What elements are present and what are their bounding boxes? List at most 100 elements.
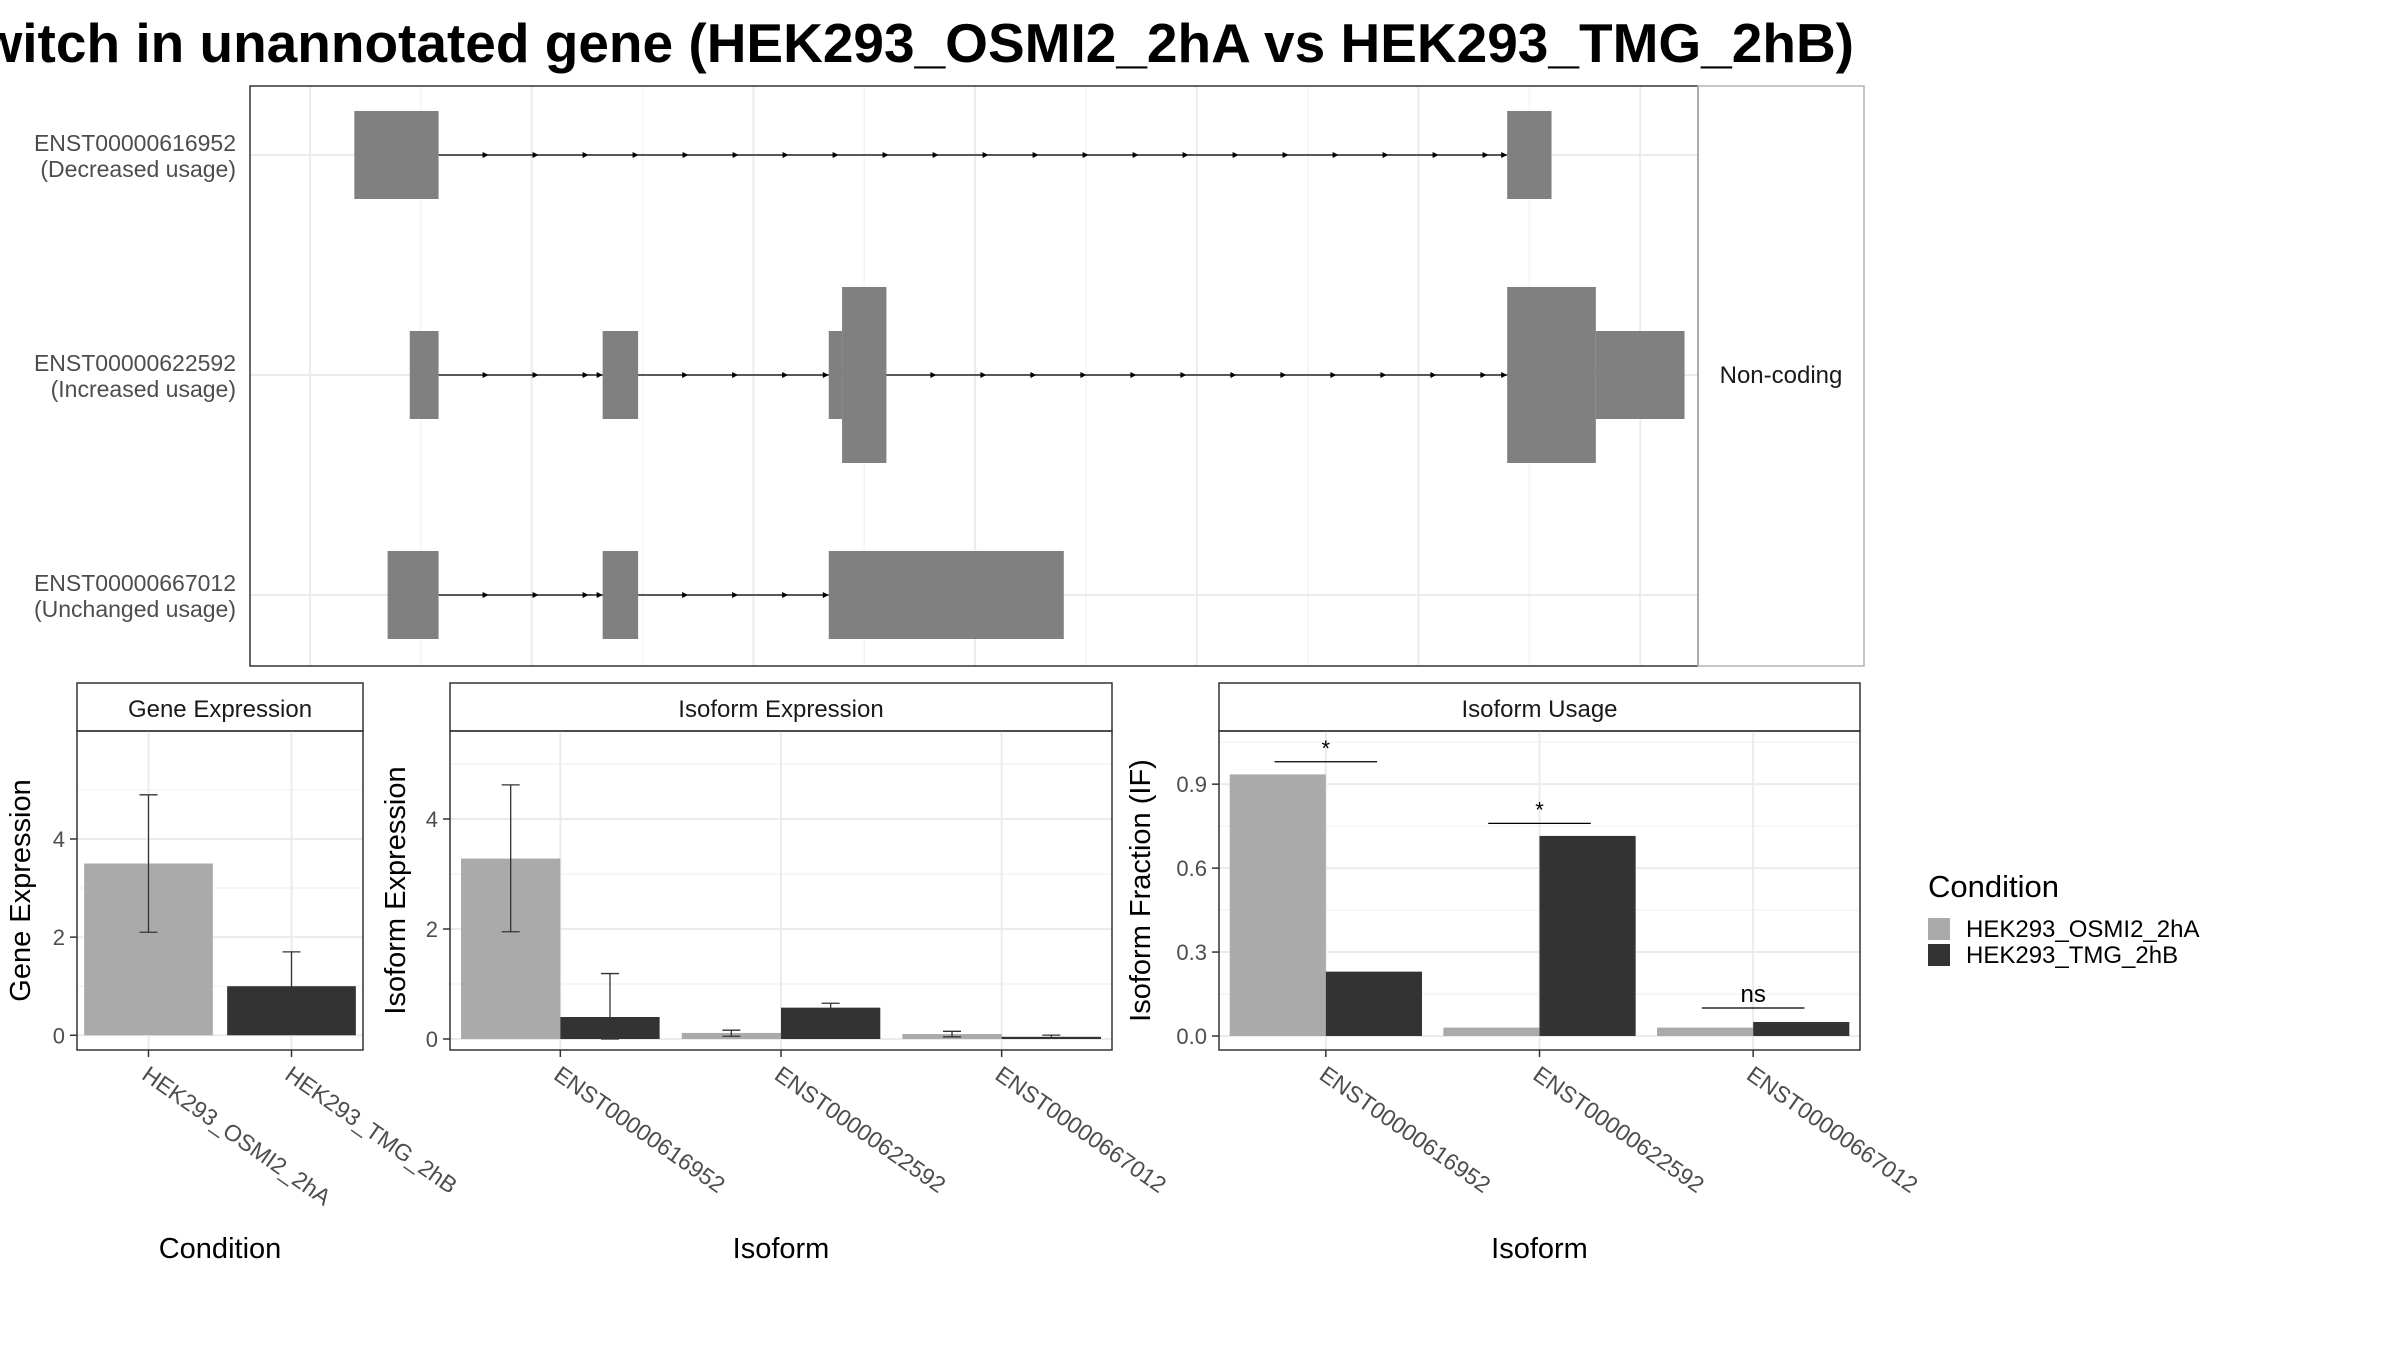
x-axis-title: Isoform xyxy=(733,1233,830,1265)
bar xyxy=(1753,1022,1850,1037)
intron-arrow xyxy=(882,152,889,158)
exon-block xyxy=(602,331,639,419)
intron-arrow xyxy=(1382,152,1389,158)
transcript-id-label: ENST00000667012 xyxy=(34,570,236,596)
intron-arrow xyxy=(532,592,539,598)
transcript-id-label: ENST00000616952 xyxy=(34,130,236,156)
bar xyxy=(1443,1027,1540,1037)
intron-arrow xyxy=(1082,152,1089,158)
intron-arrow xyxy=(482,592,489,598)
intron-arrow xyxy=(1282,152,1289,158)
panel-border xyxy=(76,730,364,1051)
structure-facet-strip xyxy=(1697,85,1865,667)
exon-block xyxy=(828,331,843,419)
transcript-usage-label: (Unchanged usage) xyxy=(34,596,236,622)
intron-arrow xyxy=(1501,372,1508,378)
y-tick-label: 4 xyxy=(426,807,438,832)
intron-arrow xyxy=(732,372,739,378)
y-axis-title: Gene Expression xyxy=(5,779,37,1001)
significance-label: * xyxy=(1322,736,1331,761)
y-tick-label: 0.3 xyxy=(1176,940,1207,965)
intron-arrow xyxy=(582,372,589,378)
x-tick-label: ENST00000667012 xyxy=(1742,1061,1922,1198)
facet-label: Non-coding xyxy=(1720,362,1843,389)
y-tick-label: 0 xyxy=(53,1023,65,1048)
intron-arrow xyxy=(582,592,589,598)
intron-arrow xyxy=(482,372,489,378)
intron-arrow xyxy=(782,372,789,378)
significance-label: ns xyxy=(1740,981,1765,1008)
intron-arrow xyxy=(1232,152,1239,158)
exon-block xyxy=(602,551,639,639)
x-axis-title: Condition xyxy=(159,1233,282,1265)
panel-title: Isoform Expression xyxy=(678,696,883,723)
x-tick-label: ENST00000622592 xyxy=(770,1061,950,1198)
intron-arrow xyxy=(1032,152,1039,158)
significance-label: * xyxy=(1535,797,1544,822)
intron-arrow xyxy=(832,152,839,158)
intron-arrow xyxy=(1430,372,1437,378)
intron-arrow xyxy=(1480,372,1487,378)
bar xyxy=(1325,971,1422,1037)
intron-arrow xyxy=(1130,372,1137,378)
intron-arrow xyxy=(1280,372,1287,378)
panel-strip xyxy=(1218,682,1861,732)
exon-block xyxy=(1507,111,1552,199)
transcript-usage-label: (Increased usage) xyxy=(51,376,236,402)
intron-arrow xyxy=(1080,372,1087,378)
panel-title: Isoform Usage xyxy=(1461,696,1617,723)
exon-block xyxy=(842,287,887,463)
x-tick-label: ENST00000667012 xyxy=(991,1061,1171,1198)
intron-arrow xyxy=(682,152,689,158)
legend-title: Condition xyxy=(1928,869,2059,904)
intron-arrow xyxy=(1132,152,1139,158)
intron-arrow xyxy=(532,152,539,158)
transcript-id-label: ENST00000622592 xyxy=(34,350,236,376)
intron-arrow xyxy=(632,152,639,158)
y-tick-label: 2 xyxy=(426,917,438,942)
bar xyxy=(1539,835,1636,1037)
panel-title: Gene Expression xyxy=(128,696,312,723)
y-tick-label: 0.9 xyxy=(1176,772,1207,797)
intron-arrow xyxy=(682,592,689,598)
intron-arrow xyxy=(932,152,939,158)
transcript-usage-label: (Decreased usage) xyxy=(40,156,236,182)
bar xyxy=(1657,1027,1754,1037)
legend-swatch xyxy=(1928,944,1950,966)
legend-entry: HEK293_TMG_2hB xyxy=(1966,942,2178,969)
exon-block xyxy=(354,111,439,199)
y-tick-label: 4 xyxy=(53,827,65,852)
y-tick-label: 0.0 xyxy=(1176,1024,1207,1049)
intron-arrow xyxy=(822,372,829,378)
panel-strip xyxy=(76,682,364,732)
intron-arrow xyxy=(532,372,539,378)
intron-arrow xyxy=(1030,372,1037,378)
intron-arrow xyxy=(1180,372,1187,378)
intron-arrow xyxy=(582,152,589,158)
intron-arrow xyxy=(1501,152,1508,158)
intron-arrow xyxy=(1332,152,1339,158)
intron-arrow xyxy=(930,372,937,378)
x-tick-label: ENST00000616952 xyxy=(1315,1061,1495,1198)
intron-arrow xyxy=(596,592,603,598)
intron-arrow xyxy=(980,372,987,378)
intron-arrow xyxy=(1230,372,1237,378)
y-axis-title: Isoform Fraction (IF) xyxy=(1125,759,1157,1022)
bar xyxy=(781,1007,881,1039)
intron-arrow xyxy=(1380,372,1387,378)
y-tick-label: 2 xyxy=(53,925,65,950)
intron-arrow xyxy=(1482,152,1489,158)
intron-arrow xyxy=(1432,152,1439,158)
x-tick-label: ENST00000616952 xyxy=(549,1061,729,1198)
intron-arrow xyxy=(732,152,739,158)
intron-arrow xyxy=(482,152,489,158)
y-tick-label: 0 xyxy=(426,1027,438,1052)
intron-arrow xyxy=(596,372,603,378)
intron-arrow xyxy=(682,372,689,378)
y-axis-title: Isoform Expression xyxy=(380,766,412,1014)
y-tick-label: 0.6 xyxy=(1176,856,1207,881)
exon-block xyxy=(1595,331,1685,419)
x-tick-label: ENST00000622592 xyxy=(1529,1061,1709,1198)
exon-block xyxy=(409,331,439,419)
